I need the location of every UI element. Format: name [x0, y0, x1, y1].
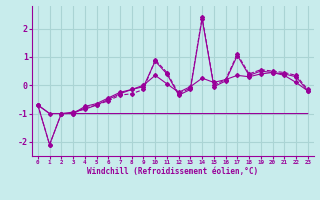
X-axis label: Windchill (Refroidissement éolien,°C): Windchill (Refroidissement éolien,°C): [87, 167, 258, 176]
